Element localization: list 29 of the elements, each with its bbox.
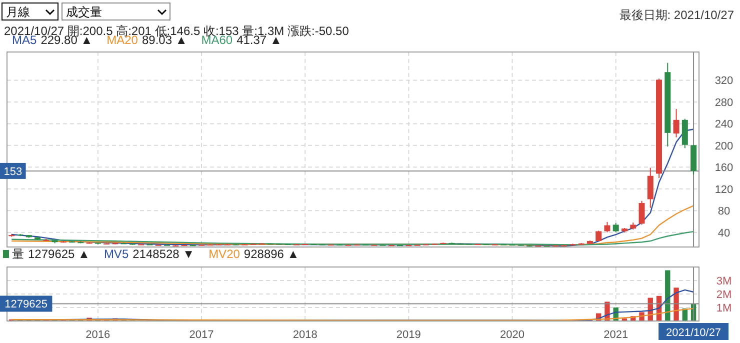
- y-tick-label: 3M: [716, 276, 732, 288]
- ref-line-label: 1279625: [4, 298, 48, 311]
- y-tick-label: 240: [714, 118, 734, 131]
- y-tick-label: 280: [714, 96, 734, 109]
- text: MV20: [208, 247, 240, 261]
- x-tick-label: 2020: [500, 329, 525, 341]
- text: 928896 ▲: [244, 247, 300, 261]
- ref-line-label: 153: [4, 166, 22, 178]
- y-tick-label: 1M: [716, 302, 732, 314]
- y-tick-label: 200: [714, 140, 734, 152]
- x-tick-label: 2019: [396, 329, 421, 341]
- x-tick-label: 2016: [86, 329, 110, 341]
- text: 月線: [6, 5, 30, 19]
- legend-label: 量: [12, 247, 24, 261]
- x-tick-label: 2017: [189, 329, 214, 341]
- x-tick-label: 2018: [292, 329, 318, 341]
- ref-line-label: 2021/10/27: [666, 327, 722, 339]
- text: 2148528 ▼: [132, 247, 195, 261]
- x-tick-label: 2021: [604, 329, 628, 341]
- text: 1279625 ▲: [28, 247, 90, 261]
- y-tick-label: 2M: [716, 289, 732, 301]
- text: 最後日期: 2021/10/27: [619, 8, 734, 22]
- text: MV5: [104, 247, 129, 261]
- y-tick-label: 160: [714, 162, 734, 174]
- y-tick-label: 320: [714, 75, 734, 88]
- text: 成交量: [66, 5, 102, 19]
- y-tick-label: 80: [718, 206, 730, 218]
- y-tick-label: 120: [714, 184, 734, 196]
- y-tick-label: 40: [718, 227, 730, 240]
